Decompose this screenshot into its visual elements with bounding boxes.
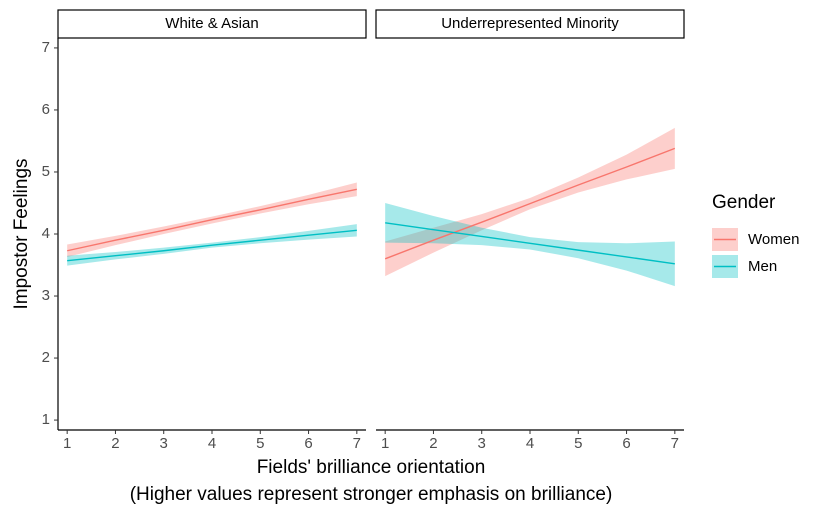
trend-line [67,229,357,262]
x-tick-label: 4 [208,435,216,452]
y-tick-label: 2 [42,349,50,366]
x-tick-label: 7 [353,435,361,452]
trend-line [385,222,675,265]
x-tick-label: 1 [63,435,71,452]
legend-label: Women [748,231,799,248]
trend-line [384,147,676,260]
x-tick-label: 2 [111,435,119,452]
x-tick-label: 7 [671,435,679,452]
y-tick-label: 5 [42,163,50,180]
facet-strip [375,9,685,39]
confidence-band [385,202,675,287]
facet-title: White & Asian [165,15,258,32]
y-tick-label: 6 [42,101,50,118]
y-tick-label: 3 [42,287,50,304]
y-tick-label: 4 [42,225,50,242]
x-tick-label: 1 [381,435,389,452]
trend-line [67,188,357,252]
y-tick-label: 7 [42,39,50,56]
legend-label: Men [748,258,777,275]
x-axis-label: Fields' brilliance orientation [257,457,486,478]
x-tick-label: 6 [304,435,312,452]
facet-strip [57,9,367,39]
facet-title: Underrepresented Minority [441,15,619,32]
x-tick-label: 2 [429,435,437,452]
confidence-band [385,127,675,277]
x-tick-label: 3 [478,435,486,452]
x-tick-label: 4 [526,435,534,452]
x-axis-label: (Higher values represent stronger emphas… [130,484,613,505]
y-tick-label: 1 [42,411,50,428]
x-tick-label: 5 [574,435,582,452]
x-tick-label: 3 [160,435,168,452]
x-tick-label: 6 [622,435,630,452]
legend-title: Gender [712,192,776,213]
y-axis-label: Impostor Feelings [11,158,32,309]
x-tick-label: 5 [256,435,264,452]
